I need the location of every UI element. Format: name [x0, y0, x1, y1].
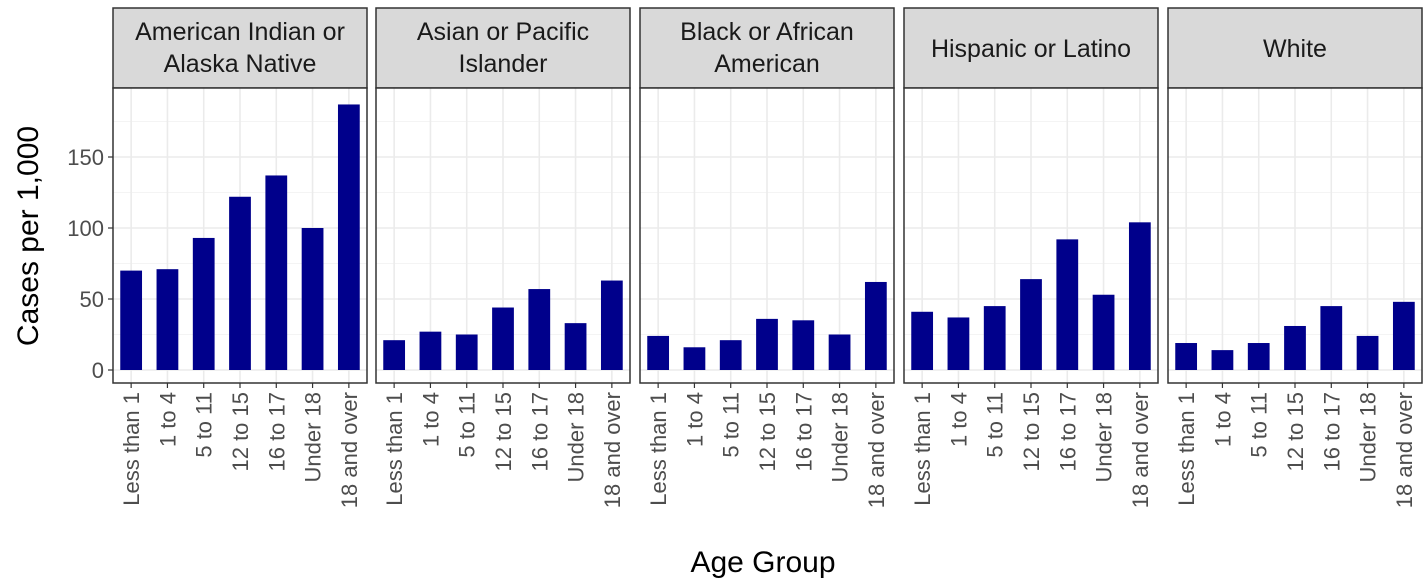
- x-tick-label: 1 to 4: [418, 392, 443, 447]
- x-tick-label: 1 to 4: [1210, 392, 1235, 447]
- y-tick-label: 100: [67, 216, 104, 241]
- bar: [1211, 350, 1234, 370]
- bar: [1092, 294, 1115, 370]
- bar: [647, 335, 670, 370]
- facet-label: Hispanic or Latino: [931, 35, 1131, 63]
- bar: [1128, 222, 1151, 370]
- bar: [983, 306, 1006, 370]
- facet-label: Black or African: [680, 18, 854, 46]
- bar: [683, 347, 706, 370]
- bar: [600, 280, 623, 370]
- x-tick-label: 18 and over: [600, 392, 625, 508]
- bar: [229, 196, 251, 370]
- bar: [1175, 343, 1198, 370]
- bar: [719, 340, 742, 370]
- x-tick-label: 5 to 11: [455, 392, 480, 458]
- x-tick-label: Under 18: [828, 392, 853, 483]
- bar: [1392, 301, 1415, 370]
- x-tick-label: 18 and over: [1128, 392, 1153, 508]
- bar: [864, 281, 887, 370]
- facet-label: American Indian or: [135, 18, 345, 46]
- y-tick-label: 0: [92, 358, 104, 383]
- bar: [911, 311, 934, 370]
- bar: [528, 289, 551, 370]
- x-tick-label: Under 18: [1092, 392, 1117, 483]
- bar: [383, 340, 406, 370]
- bar: [419, 331, 442, 370]
- bar: [455, 334, 478, 370]
- facet-panels: American Indian or Alaska Native Less than…: [112, 7, 1423, 508]
- bar: [1284, 325, 1306, 370]
- x-tick-label: Under 18: [301, 392, 326, 483]
- x-tick-label: 12 to 15: [491, 392, 516, 472]
- x-tick-label: 12 to 15: [1283, 392, 1308, 472]
- bar: [564, 323, 587, 370]
- facet-strip: [1167, 7, 1423, 89]
- y-axis-ticks: 0 50 100 150: [67, 145, 113, 383]
- x-tick-label: Under 18: [1356, 392, 1381, 483]
- bar: [1020, 279, 1042, 370]
- facet-panel: Hispanic or Latino Less than 1 1 to 4 5 to …: [903, 7, 1159, 508]
- x-tick-label: Under 18: [564, 392, 589, 483]
- bar: [828, 334, 851, 370]
- x-tick-label: 12 to 15: [228, 392, 253, 472]
- x-tick-label: 16 to 17: [791, 392, 816, 472]
- x-tick-label: 5 to 11: [719, 392, 744, 458]
- bar: [156, 269, 179, 370]
- y-tick-label: 50: [80, 287, 104, 312]
- facet-strip: [903, 7, 1159, 89]
- facet-label: American: [714, 50, 820, 78]
- x-tick-label: 18 and over: [864, 392, 889, 508]
- x-tick-label: 12 to 15: [1019, 392, 1044, 472]
- bar: [756, 318, 778, 370]
- bar: [947, 317, 970, 370]
- bar: [1056, 239, 1079, 370]
- x-tick-label: Less than 1: [1174, 392, 1199, 506]
- facet-strip: [112, 7, 368, 89]
- facet-label: Alaska Native: [164, 50, 317, 78]
- bar: [120, 270, 143, 370]
- x-axis-title: Age Group: [690, 546, 835, 579]
- bar: [1247, 343, 1270, 370]
- facet-label: Islander: [459, 50, 548, 78]
- facet-strip: [639, 7, 895, 89]
- facet-panel: White Less than 1 1 to 4 5 to 11 12 to 15 16 …: [1167, 7, 1423, 508]
- bar: [192, 237, 215, 370]
- x-tick-label: 16 to 17: [264, 392, 289, 472]
- facet-panel: American Indian or Alaska Native Less than…: [112, 7, 368, 508]
- x-tick-label: 1 to 4: [682, 392, 707, 447]
- facet-label: Asian or Pacific: [417, 18, 589, 46]
- x-tick-label: Less than 1: [119, 392, 144, 506]
- x-tick-label: Less than 1: [382, 392, 407, 506]
- bar: [1320, 306, 1343, 370]
- x-tick-label: 5 to 11: [983, 392, 1008, 458]
- x-tick-label: Less than 1: [646, 392, 671, 506]
- y-tick-label: 150: [67, 145, 104, 170]
- facet-label: White: [1263, 35, 1327, 63]
- x-tick-label: 16 to 17: [527, 392, 552, 472]
- x-tick-label: 1 to 4: [946, 392, 971, 447]
- bar: [1356, 335, 1379, 370]
- x-tick-label: 1 to 4: [155, 392, 180, 447]
- x-tick-label: 5 to 11: [1247, 392, 1272, 458]
- bar: [792, 320, 815, 370]
- x-tick-label: Less than 1: [910, 392, 935, 506]
- x-tick-label: 5 to 11: [192, 392, 217, 458]
- bar: [301, 228, 324, 370]
- x-tick-label: 12 to 15: [755, 392, 780, 472]
- facet-panel: Asian or Pacific Islander Less than 1 1 to …: [375, 7, 631, 508]
- facet-panel: Black or African American Less than 1 1 to …: [639, 7, 895, 508]
- bar: [492, 307, 514, 370]
- x-tick-label: 18 and over: [1392, 392, 1417, 508]
- x-tick-label: 16 to 17: [1319, 392, 1344, 472]
- x-tick-label: 16 to 17: [1055, 392, 1080, 472]
- x-tick-label: 18 and over: [337, 392, 362, 508]
- bar: [337, 104, 360, 371]
- y-axis-title: Cases per 1,000: [12, 126, 45, 346]
- bar: [265, 175, 288, 370]
